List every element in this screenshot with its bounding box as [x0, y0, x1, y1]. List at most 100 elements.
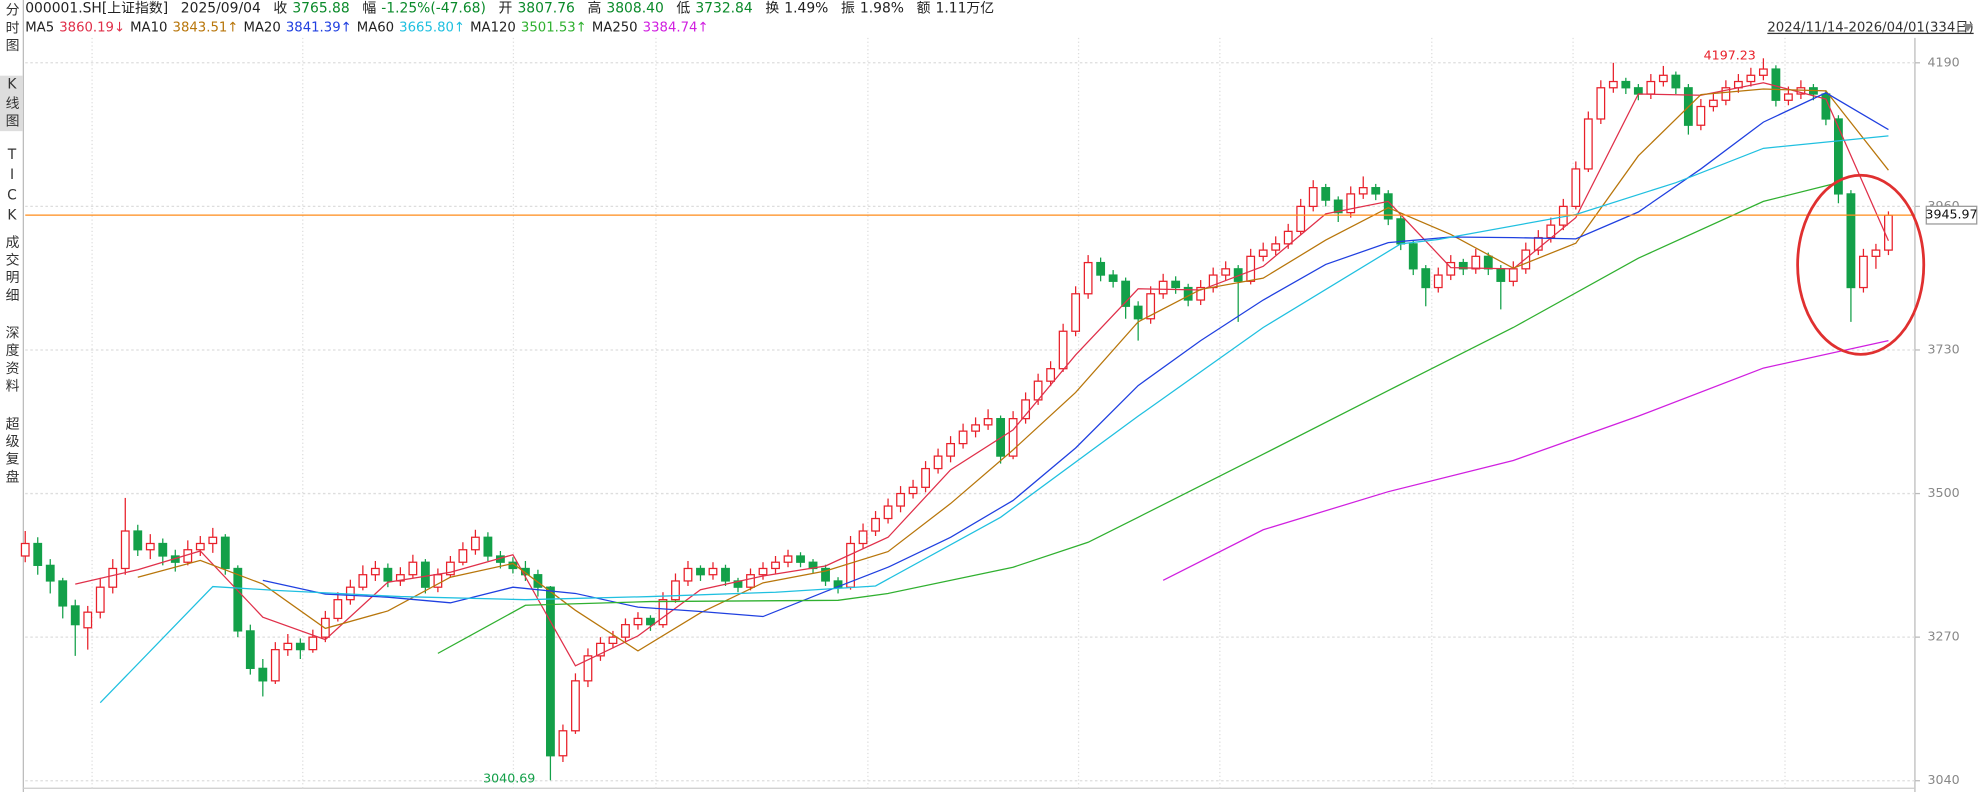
legend-value: 3841.39↑ [285, 20, 352, 36]
last-price-box [1925, 205, 1978, 225]
candle-body [946, 442, 955, 457]
legend-value: 3501.53↑ [520, 20, 587, 36]
ma-line [262, 92, 1889, 618]
ma-line [437, 182, 1839, 654]
sidebar-tab[interactable]: K线图 [0, 75, 23, 132]
candle-body [383, 567, 393, 582]
candle-body [533, 574, 543, 588]
candle-body [596, 642, 605, 657]
candle-body [1671, 74, 1681, 89]
candle-body [696, 567, 705, 576]
candle-body [1283, 230, 1293, 245]
candle-body [1383, 193, 1393, 220]
sidebar-tab[interactable]: TICK [3, 146, 21, 228]
field-value: 3732.84 [695, 0, 753, 17]
sidebar-tab[interactable]: 超级复盘 [3, 416, 21, 487]
candle-body [621, 624, 630, 638]
legend-name: MA60 [356, 20, 395, 36]
candle-body [721, 567, 730, 582]
field-value: 1.11万亿 [935, 0, 995, 17]
y-tick-label: 3040 [1928, 772, 1960, 787]
candle-body [1121, 280, 1131, 307]
candle-body [1158, 280, 1168, 295]
field-label: 振 [840, 0, 855, 17]
candle-body [821, 567, 830, 582]
field-label: 额 [916, 0, 931, 17]
candle-body [95, 586, 105, 613]
candle-body [20, 542, 30, 557]
field-label: 开 [498, 0, 513, 17]
max-label: 4197.23 [1704, 47, 1756, 62]
candle-body [1046, 368, 1056, 382]
candle-body [1246, 255, 1256, 282]
field-value: 1.98% [859, 0, 904, 17]
candle-body [783, 555, 793, 563]
candle-body [1583, 118, 1593, 170]
field-label: 换 [765, 0, 780, 17]
candle-body [420, 561, 430, 588]
field-label: 幅 [362, 0, 377, 17]
candle-body [708, 567, 718, 576]
plot: 3040327035003730396041904197.233040.6939… [20, 47, 1978, 787]
candle-body [1884, 214, 1893, 251]
candle-body [971, 424, 981, 432]
candle-body [1233, 268, 1243, 282]
candle-body [896, 492, 905, 507]
candle-body [1471, 255, 1481, 270]
quote-header: 000001.SH[上证指数] 2025/09/04 收 3765.88 幅 -1.2… [25, 0, 1007, 18]
field-value: 3807.76 [517, 0, 575, 17]
sidebar-tab[interactable]: 分时图 [3, 2, 21, 56]
ma-line [99, 135, 1889, 704]
candle-body [1458, 261, 1468, 270]
candle-body [195, 542, 205, 551]
candle-body [1834, 118, 1843, 195]
dropdown-icon[interactable] [1962, 23, 1973, 32]
field-label: 收 [273, 0, 288, 17]
candle-body [1508, 268, 1518, 282]
candle-body [1646, 80, 1656, 95]
candle-body [133, 530, 143, 551]
candle-body [908, 486, 918, 495]
candle-body [83, 611, 93, 629]
candle-body [1221, 268, 1231, 276]
candle-body [1421, 268, 1431, 289]
sidebar-tab[interactable]: 成交明细 [3, 234, 21, 306]
highlight-ellipse [1796, 173, 1926, 356]
legend-value: 3843.51↑ [172, 20, 239, 36]
candle-body [1008, 418, 1018, 457]
candle-body [1521, 249, 1531, 270]
y-tick-label: 3270 [1928, 629, 1960, 644]
candle-body [608, 636, 618, 645]
candle-body [633, 617, 643, 626]
candle-body [1108, 274, 1118, 282]
candle-body [521, 567, 530, 576]
legend-value: 3665.80↑ [399, 20, 466, 36]
candle-body [483, 536, 493, 557]
candle-body [283, 642, 293, 651]
candle-body [508, 561, 518, 570]
candle-body [1633, 87, 1643, 95]
candle-body [1021, 399, 1031, 420]
candle-body [1333, 199, 1343, 214]
candle-body [233, 567, 243, 632]
candle-body [1721, 87, 1731, 101]
legend-name: MA20 [243, 20, 281, 36]
candle-body [1871, 249, 1881, 257]
legend-value: 3384.74↑ [642, 20, 709, 36]
date-range[interactable]: 2024/11/14-2026/04/01(334日) [1767, 20, 1974, 36]
candle-body [1783, 93, 1793, 101]
candle-body [108, 567, 118, 588]
ma-legend: MA5 3860.19↓ MA10 3843.51↑ MA20 3841.39↑ MA60 3… [25, 19, 713, 37]
y-tick-label: 3730 [1928, 341, 1960, 356]
candle-body [408, 561, 418, 576]
sidebar-tab[interactable]: 深度资料 [3, 325, 21, 397]
candle-body [333, 599, 343, 620]
candle-body [1771, 68, 1781, 101]
candle-body [120, 530, 130, 570]
candle-body [746, 574, 755, 588]
candle-body [1446, 261, 1456, 276]
candle-body [1496, 268, 1506, 282]
field-label: 低 [676, 0, 691, 17]
candle-body [470, 536, 480, 551]
